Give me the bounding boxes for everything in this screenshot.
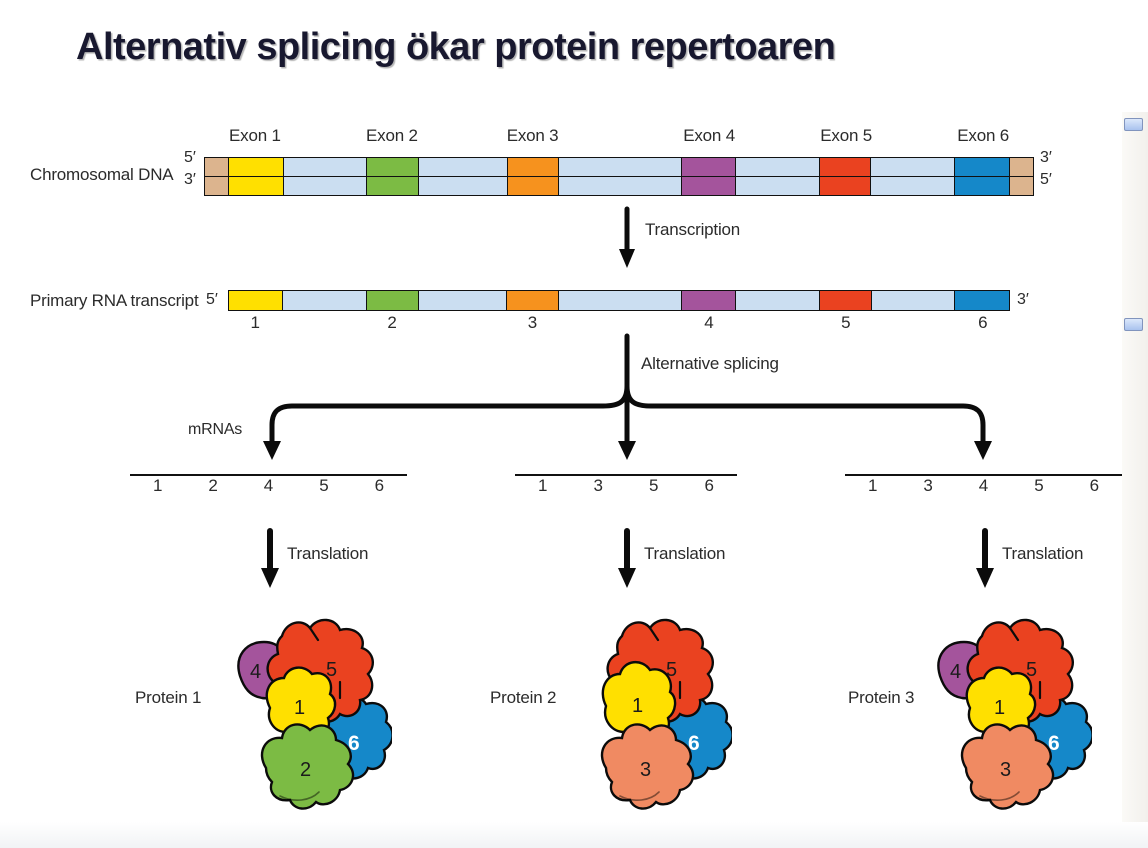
mrna-1: 1 2 4 5 6 [130,474,408,495]
scrollbar-track[interactable] [1122,112,1148,848]
transcription-arrow [619,206,635,268]
alternative-splicing-arrows [263,333,992,460]
translation-label: Translation [1002,544,1084,563]
translation-arrow [261,528,279,588]
rna-exon-number: 1 [250,313,260,332]
translation-arrow [976,528,994,588]
svg-text:6: 6 [348,732,360,755]
mrna-exon-number: 3 [923,476,933,495]
svg-text:6: 6 [1048,732,1060,755]
dna-5prime-right: 5′ [1040,171,1052,188]
svg-text:3: 3 [1000,759,1011,781]
translation-arrow [618,528,636,588]
svg-text:6: 6 [688,732,700,755]
exon-label-row: Exon 1 Exon 2 Exon 3 Exon 4 Exon 5 Exon … [204,126,1034,146]
mrna-exon-number: 3 [593,476,603,495]
dna-3prime-left: 3′ [184,171,196,188]
chromosomal-dna-bar [204,157,1034,196]
svg-text:4: 4 [950,661,961,683]
exon-label: Exon 5 [820,126,872,145]
svg-text:2: 2 [300,759,311,781]
svg-text:4: 4 [250,661,261,683]
mrna-exon-number: 4 [263,476,274,495]
protein-2: 5 1 3 6 [600,618,732,810]
mrnas-label: mRNAs [188,421,243,438]
rna-exon-number: 3 [527,313,538,332]
scroll-marker-icon[interactable] [1124,318,1143,331]
dna-strand-top [204,157,1034,177]
translation-label: Translation [644,544,726,563]
transcription-label: Transcription [645,220,741,239]
mrna-exon-number: 5 [319,476,329,495]
rna-exon-number: 4 [704,313,714,332]
mrna-exon-number: 1 [152,476,163,495]
scroll-marker-icon[interactable] [1124,118,1143,131]
mrna-exon-number: 5 [649,476,659,495]
primary-rna-label: Primary RNA transcript [30,291,199,310]
svg-text:1: 1 [294,697,305,719]
mrna-exon-number: 5 [1034,476,1044,495]
protein-subunit-bottom [600,723,695,810]
exon-label: Exon 1 [229,126,281,145]
primary-rna-bar [228,290,1011,311]
dna-5prime-left: 5′ [184,149,196,166]
rna-exon-number: 6 [978,313,988,332]
dna-strand-bottom [204,175,1034,196]
mrna-exon-number: 6 [374,476,385,495]
exon-label: Exon 6 [957,126,1010,145]
translation-label: Translation [287,544,369,563]
mrna-exon-number: 4 [978,476,989,495]
mrna-exon-number: 1 [867,476,878,495]
protein-1-label: Protein 1 [135,688,202,707]
mrna-exon-number: 2 [208,476,218,495]
protein-subunit-bottom [960,723,1055,810]
svg-text:1: 1 [632,695,643,717]
protein-3: 4 5 1 3 6 [937,618,1092,810]
exon-label: Exon 2 [366,126,418,145]
protein-2-label: Protein 2 [490,688,557,707]
dna-3prime-right: 3′ [1040,149,1052,166]
chromosomal-dna-label: Chromosomal DNA [30,165,174,184]
mrna-exon-number: 6 [1089,476,1100,495]
exon-label: Exon 3 [506,126,559,145]
svg-text:5: 5 [666,659,677,681]
svg-text:3: 3 [640,759,651,781]
mrna-3: 1 3 4 5 6 [845,474,1123,495]
slide-bottom-edge [0,822,1148,848]
rna-exon-number: 2 [387,313,397,332]
protein-3-label: Protein 3 [848,688,915,707]
mrna-2: 1 3 5 6 [515,474,737,495]
alternative-splicing-label: Alternative splicing [641,354,779,373]
rna-3prime: 3′ [1017,291,1029,308]
rna-exon-number: 5 [841,313,851,332]
svg-text:5: 5 [326,659,337,681]
slide-title: Alternativ splicing ökar protein reperto… [76,26,836,68]
svg-text:1: 1 [994,697,1005,719]
mrna-exon-number: 1 [538,476,548,495]
rna-number-row: 1 2 3 4 5 6 [228,313,1010,333]
mrna-exon-number: 6 [704,476,714,495]
rna-5prime: 5′ [206,291,218,308]
protein-subunit-bottom [260,723,355,810]
protein-1: 4 5 1 2 6 [237,618,392,810]
exon-label: Exon 4 [683,126,735,145]
svg-text:5: 5 [1026,659,1037,681]
